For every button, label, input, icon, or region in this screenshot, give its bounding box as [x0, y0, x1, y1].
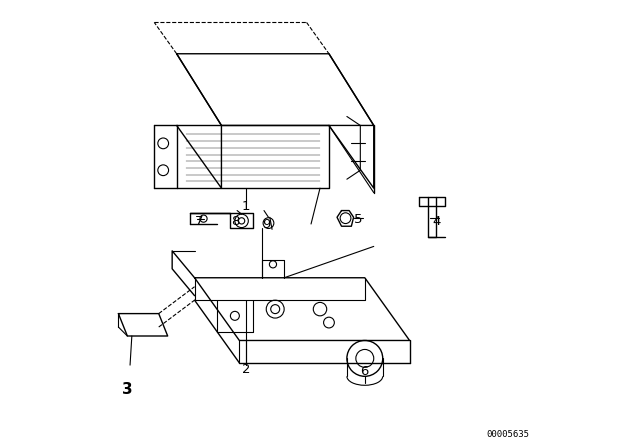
Text: 8: 8: [230, 215, 239, 228]
Text: 6: 6: [360, 365, 369, 379]
Text: 4: 4: [432, 215, 441, 228]
Circle shape: [239, 218, 244, 224]
Text: 1: 1: [242, 199, 250, 213]
Text: 9: 9: [262, 217, 271, 231]
Text: 5: 5: [354, 213, 362, 226]
Text: 7: 7: [195, 215, 204, 228]
Text: 3: 3: [122, 382, 132, 397]
Text: 00005635: 00005635: [486, 430, 530, 439]
Text: 2: 2: [242, 363, 250, 376]
